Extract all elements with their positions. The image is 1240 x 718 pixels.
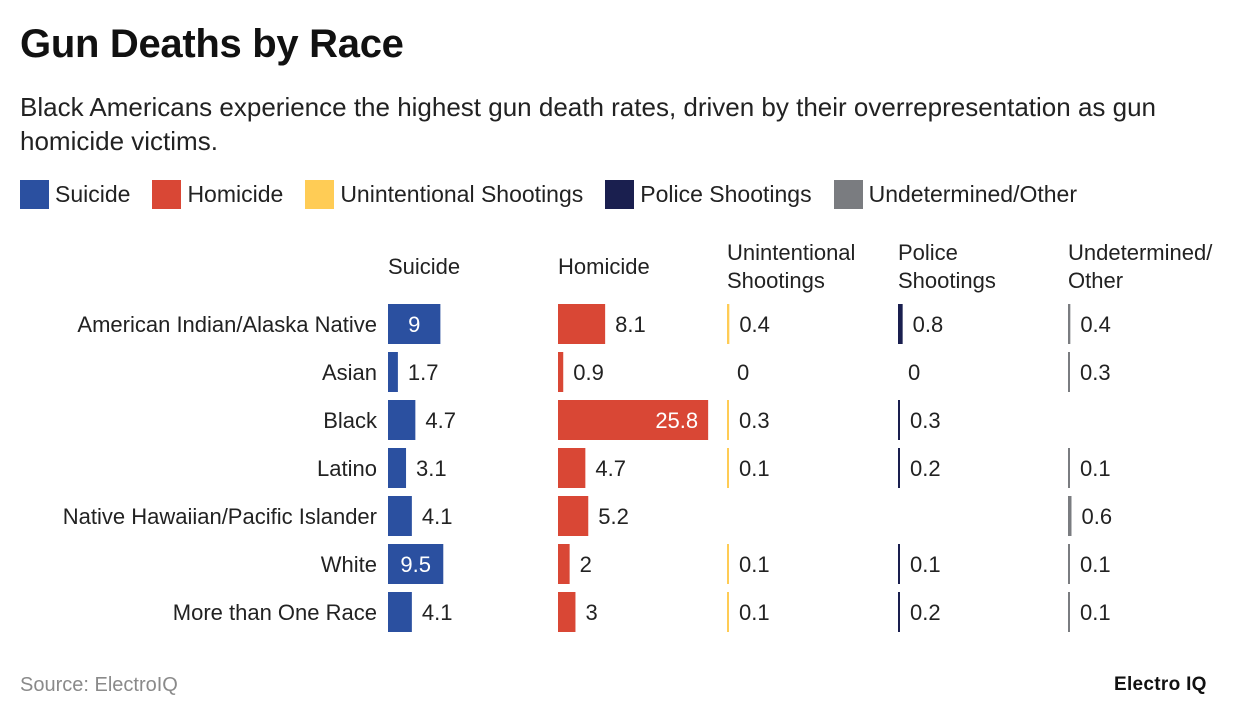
chart-subtitle: Black Americans experience the highest g… <box>20 92 1157 156</box>
data-label: 0.4 <box>1080 312 1111 337</box>
data-label: 0.8 <box>913 312 944 337</box>
row-label: American Indian/Alaska Native <box>77 312 377 337</box>
bar <box>558 400 709 440</box>
data-label: 0.1 <box>1080 456 1111 481</box>
legend-label: Police Shootings <box>640 181 812 207</box>
column-header: Shootings <box>898 268 996 293</box>
bar <box>1068 496 1072 536</box>
bar <box>1068 448 1070 488</box>
data-label: 0.1 <box>739 456 770 481</box>
data-label: 0.1 <box>1080 600 1111 625</box>
chart-title: Gun Deaths by Race <box>20 22 404 66</box>
data-label: 4.1 <box>422 504 453 529</box>
bar <box>898 400 900 440</box>
bar <box>558 352 564 392</box>
data-label: 1.7 <box>408 360 439 385</box>
bar <box>388 496 412 536</box>
data-label: 0.3 <box>1080 360 1111 385</box>
legend-swatch <box>833 180 863 209</box>
legend-item: Unintentional Shootings <box>305 180 583 209</box>
legend-label: Unintentional Shootings <box>340 181 584 207</box>
column-header: Suicide <box>388 254 460 279</box>
legend-item: Undetermined/Other <box>833 180 1077 209</box>
bar <box>898 592 900 632</box>
bar <box>388 352 398 392</box>
legend: Suicide Homicide Unintentional Shootings Po… <box>20 180 1099 209</box>
bar <box>727 592 729 632</box>
data-label: 0.4 <box>739 312 770 337</box>
bar <box>1068 592 1070 632</box>
legend-swatch <box>605 180 635 209</box>
data-label: 9 <box>408 312 420 337</box>
bar <box>388 400 416 440</box>
data-label: 0 <box>908 360 920 385</box>
column-header: Unintentional <box>727 240 855 265</box>
legend-swatch <box>20 180 49 209</box>
column-header: Shootings <box>727 268 825 293</box>
data-label: 0.2 <box>910 456 941 481</box>
data-label: 4.7 <box>595 456 626 481</box>
data-label: 0 <box>737 360 749 385</box>
column-header: Homicide <box>558 254 650 279</box>
row-label: White <box>321 552 377 577</box>
column-header: Other <box>1068 268 1123 293</box>
data-label: 0.1 <box>1080 552 1111 577</box>
data-label: 0.1 <box>739 552 770 577</box>
bar <box>898 304 903 344</box>
bar <box>388 544 444 584</box>
bar <box>898 544 900 584</box>
row-label: Latino <box>317 456 377 481</box>
data-label: 4.7 <box>425 408 456 433</box>
column-header: Undetermined/ <box>1068 240 1213 265</box>
data-label: 0.1 <box>910 552 941 577</box>
bar <box>558 592 576 632</box>
data-label: 8.1 <box>615 312 646 337</box>
data-label: 0.6 <box>1081 504 1112 529</box>
data-label: 25.8 <box>655 408 698 433</box>
data-label: 0.9 <box>573 360 604 385</box>
row-label: Asian <box>322 360 377 385</box>
bar <box>388 448 407 488</box>
bar <box>558 304 606 344</box>
bar <box>558 448 586 488</box>
row-label: Black <box>323 408 378 433</box>
bar <box>558 544 570 584</box>
source-note: Source: ElectroIQ <box>20 674 178 696</box>
bar <box>1068 304 1071 344</box>
bar <box>1068 352 1070 392</box>
legend-item: Police Shootings <box>605 180 812 209</box>
data-label: 0.1 <box>739 600 770 625</box>
bar <box>727 304 730 344</box>
column-header: Police <box>898 240 958 265</box>
data-label: 0.2 <box>910 600 941 625</box>
bar <box>388 592 412 632</box>
data-label: 0.3 <box>910 408 941 433</box>
legend-item: Homicide <box>152 180 283 209</box>
data-label: 0.3 <box>739 408 770 433</box>
legend-item: Suicide <box>20 180 130 209</box>
data-label: 4.1 <box>422 600 453 625</box>
bar <box>388 304 441 344</box>
data-label: 3.1 <box>416 456 447 481</box>
bar <box>558 496 589 536</box>
bar <box>898 448 900 488</box>
brand-logo: Electro IQ <box>1114 674 1207 695</box>
data-label: 3 <box>585 600 597 625</box>
legend-swatch <box>305 180 335 209</box>
row-label: Native Hawaiian/Pacific Islander <box>63 504 377 529</box>
bar <box>1068 544 1070 584</box>
bar <box>727 400 729 440</box>
data-label: 5.2 <box>598 504 629 529</box>
legend-label: Suicide <box>55 181 131 207</box>
row-label: More than One Race <box>173 600 377 625</box>
legend-swatch <box>152 180 182 209</box>
data-label: 9.5 <box>400 552 431 577</box>
bar <box>727 544 729 584</box>
bar <box>727 448 729 488</box>
data-label: 2 <box>580 552 592 577</box>
legend-label: Undetermined/Other <box>868 181 1077 207</box>
legend-label: Homicide <box>187 181 284 207</box>
